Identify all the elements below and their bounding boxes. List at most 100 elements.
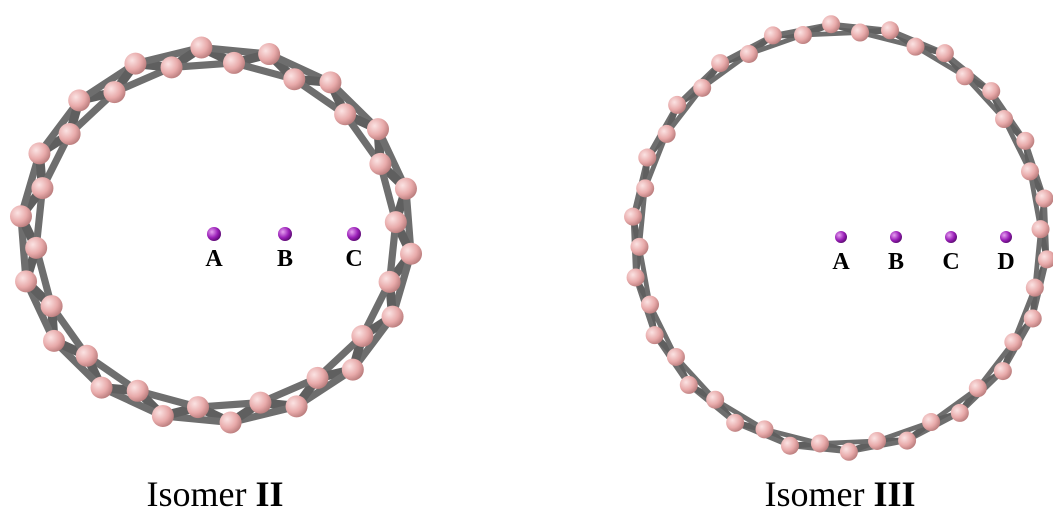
page: {"panels": [ {"caption": {"prefix": "Iso… — [0, 0, 1053, 521]
atom — [379, 271, 401, 293]
atom — [898, 432, 916, 450]
site-marker — [835, 231, 847, 243]
atom — [906, 38, 924, 56]
site-marker — [890, 231, 902, 243]
atom — [385, 211, 407, 233]
atom — [868, 432, 886, 450]
site-label: A — [205, 246, 223, 272]
atom — [382, 306, 404, 328]
atom — [59, 123, 81, 145]
atom — [127, 380, 149, 402]
atom — [840, 443, 858, 461]
atom — [630, 238, 648, 256]
atom — [706, 391, 724, 409]
atom — [658, 125, 676, 143]
atom — [641, 296, 659, 314]
atom — [1035, 190, 1053, 208]
site-marker — [347, 227, 361, 241]
atom — [351, 325, 373, 347]
atom — [15, 270, 37, 292]
atom — [627, 268, 645, 286]
atom — [369, 153, 391, 175]
atom — [28, 142, 50, 164]
atom — [43, 330, 65, 352]
atom — [249, 392, 271, 414]
atom — [76, 345, 98, 367]
atom — [91, 377, 113, 399]
site-label: C — [345, 246, 362, 272]
atom — [936, 44, 954, 62]
atom — [307, 367, 329, 389]
atom — [881, 21, 899, 39]
atom — [668, 96, 686, 114]
atom — [319, 71, 341, 93]
atom — [395, 178, 417, 200]
atom — [1021, 162, 1039, 180]
atom — [286, 395, 308, 417]
atom — [190, 37, 212, 59]
atom — [400, 243, 422, 265]
site-marker — [1000, 231, 1012, 243]
atom — [1016, 132, 1034, 150]
caption-prefix: Isomer — [765, 474, 865, 514]
atom — [995, 110, 1013, 128]
atom — [161, 56, 183, 78]
caption-isomer-ii: Isomer II — [147, 474, 284, 514]
atom — [31, 177, 53, 199]
atom — [124, 53, 146, 75]
atom — [969, 379, 987, 397]
atom — [1004, 333, 1022, 351]
atom — [342, 359, 364, 381]
atom — [811, 434, 829, 452]
atom — [693, 79, 711, 97]
atom — [680, 376, 698, 394]
atom — [636, 179, 654, 197]
caption-isomer-iii: Isomer III — [765, 474, 916, 514]
site-label: A — [832, 249, 850, 275]
caption-numeral: II — [255, 474, 283, 514]
atom — [258, 43, 280, 65]
site-label: B — [888, 249, 904, 275]
atom — [646, 326, 664, 344]
caption-numeral: III — [873, 474, 915, 514]
site-marker — [207, 227, 221, 241]
atom — [851, 24, 869, 42]
atom — [103, 81, 125, 103]
atom — [25, 237, 47, 259]
atom — [68, 89, 90, 111]
atom — [764, 26, 782, 44]
atom — [152, 405, 174, 427]
atom — [187, 396, 209, 418]
site-label: C — [942, 249, 959, 275]
caption-prefix: Isomer — [147, 474, 247, 514]
atom — [994, 362, 1012, 380]
site-marker — [278, 227, 292, 241]
atom — [922, 413, 940, 431]
atom — [283, 68, 305, 90]
atom — [334, 103, 356, 125]
atom — [1032, 220, 1050, 238]
atom — [982, 82, 1000, 100]
atom — [740, 45, 758, 63]
atom — [1026, 279, 1044, 297]
atom — [822, 15, 840, 33]
atom — [667, 348, 685, 366]
atom — [956, 67, 974, 85]
site-marker — [945, 231, 957, 243]
atom — [756, 420, 774, 438]
atom — [726, 414, 744, 432]
atom — [223, 52, 245, 74]
atom — [367, 118, 389, 140]
atom — [624, 208, 642, 226]
atom — [781, 437, 799, 455]
site-label: B — [277, 246, 293, 272]
figure: Isomer II Isomer III A B C A B C D — [0, 0, 1053, 521]
atom — [10, 205, 32, 227]
atom — [711, 54, 729, 72]
atom — [951, 404, 969, 422]
atom — [41, 295, 63, 317]
atom — [220, 411, 242, 433]
atom — [638, 149, 656, 167]
atom — [1024, 309, 1042, 327]
site-label: D — [997, 249, 1014, 275]
